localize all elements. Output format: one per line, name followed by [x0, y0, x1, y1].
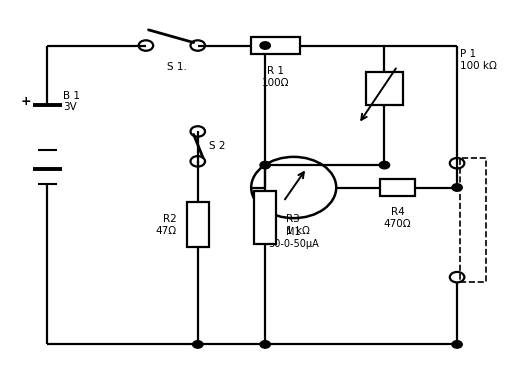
Text: S 2: S 2	[209, 141, 226, 152]
Text: R 1
100Ω: R 1 100Ω	[262, 66, 289, 88]
Text: +: +	[20, 95, 31, 108]
Circle shape	[452, 340, 462, 348]
Bar	[254, 191, 276, 243]
Text: R3
1 kΩ: R3 1 kΩ	[286, 214, 310, 236]
Text: R2
47Ω: R2 47Ω	[156, 214, 177, 236]
Circle shape	[379, 161, 389, 169]
Circle shape	[260, 42, 270, 49]
Bar	[187, 202, 209, 247]
Bar	[366, 72, 402, 105]
Circle shape	[260, 161, 270, 169]
Circle shape	[192, 340, 203, 348]
Text: S 1.: S 1.	[167, 62, 187, 72]
Text: G1: G1	[465, 158, 479, 168]
Text: B 1
3V: B 1 3V	[63, 91, 80, 112]
Text: Rx: Rx	[465, 215, 480, 225]
Bar	[380, 179, 415, 196]
Bar	[251, 37, 300, 54]
Text: R4
470Ω: R4 470Ω	[384, 207, 411, 228]
Circle shape	[260, 340, 270, 348]
Circle shape	[452, 184, 462, 191]
Bar	[460, 158, 486, 282]
Text: G2: G2	[465, 272, 479, 282]
Text: P 1
100 kΩ: P 1 100 kΩ	[460, 49, 497, 71]
Text: M1
50-0-50μA: M1 50-0-50μA	[268, 228, 319, 249]
